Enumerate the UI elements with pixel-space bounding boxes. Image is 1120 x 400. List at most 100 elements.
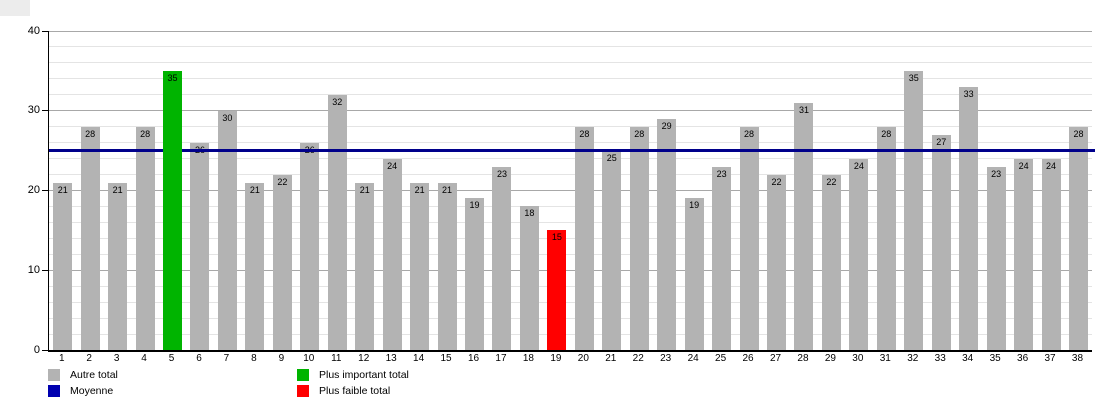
bar-10: 26 xyxy=(300,142,320,350)
x-tick-label-38: 38 xyxy=(1071,353,1084,364)
gridline-36 xyxy=(49,62,1092,64)
x-tick-label-27: 27 xyxy=(769,353,782,364)
bar-23: 29 xyxy=(657,118,677,350)
bar-value-label: 32 xyxy=(332,96,343,107)
bar-value-label: 21 xyxy=(57,184,68,195)
bar-value-label: 24 xyxy=(1046,160,1057,171)
bar-slot-8: 21 xyxy=(241,31,268,350)
y-tick-label-10: 10 xyxy=(27,263,40,276)
bar-value-label: 30 xyxy=(222,112,233,123)
legend-item: Autre total xyxy=(48,367,118,383)
bar-26: 28 xyxy=(739,126,759,350)
bar-value-label: 31 xyxy=(798,104,809,115)
gridline-4 xyxy=(49,317,1092,319)
bar-slot-37: 24 xyxy=(1037,31,1064,350)
bar-35: 23 xyxy=(986,166,1006,350)
x-tick-label-17: 17 xyxy=(495,353,507,364)
bar-21: 25 xyxy=(602,150,622,350)
bar-slot-25: 23 xyxy=(708,31,735,350)
bar-33: 27 xyxy=(931,134,951,350)
bar-slot-32: 35 xyxy=(900,31,927,350)
y-tick-label-20: 20 xyxy=(27,184,40,196)
bar-value-label: 24 xyxy=(387,160,398,171)
legend-item: Plus important total xyxy=(297,367,409,383)
bar-37: 24 xyxy=(1041,158,1061,350)
legend-swatch xyxy=(297,369,309,381)
bar-1: 21 xyxy=(53,182,73,350)
bar-slot-34: 33 xyxy=(955,31,982,350)
bar-18: 18 xyxy=(519,206,539,350)
bar-19: 15 xyxy=(547,230,567,350)
gridline-10 xyxy=(49,269,1092,271)
legend-label: Autre total xyxy=(70,369,118,381)
bar-16: 19 xyxy=(465,198,485,350)
bar-30: 24 xyxy=(849,158,869,350)
bar-value-label: 22 xyxy=(771,176,782,187)
y-tick-mark-20 xyxy=(42,190,48,191)
bars-container: 21 28 21 28 35 26 30 21 22 26 32 21 24 21 21 19 23 18 15 28… xyxy=(49,31,1092,350)
bar-slot-30: 24 xyxy=(845,31,872,350)
bar-value-label: 23 xyxy=(991,168,1002,179)
bar-slot-35: 23 xyxy=(982,31,1009,350)
gridline-12 xyxy=(49,253,1092,255)
legend-swatch xyxy=(48,385,60,397)
x-tick-label-28: 28 xyxy=(797,353,809,364)
gridline-2 xyxy=(49,333,1092,335)
bar-slot-6: 26 xyxy=(186,31,213,350)
bar-slot-14: 21 xyxy=(406,31,433,350)
y-tick-mark-30 xyxy=(42,110,48,112)
x-tick-label-7: 7 xyxy=(223,353,230,364)
bar-value-label: 22 xyxy=(277,176,288,187)
y-tick-mark-10 xyxy=(42,269,48,271)
bar-slot-5: 35 xyxy=(159,31,186,350)
x-tick-label-5: 5 xyxy=(168,353,175,364)
bar-value-label: 35 xyxy=(167,72,178,83)
bar-14: 21 xyxy=(410,182,430,350)
bar-17: 23 xyxy=(492,166,512,350)
bar-slot-2: 28 xyxy=(76,31,103,350)
x-tick-label-23: 23 xyxy=(660,353,672,364)
bar-36: 24 xyxy=(1014,158,1034,350)
bar-9: 22 xyxy=(272,174,292,350)
x-axis-labels: 1 2 3 4 5 6 7 8 9 10 11 12 13 14 15 16 17 18 19 20 21 22 23 24 2… xyxy=(48,353,1091,364)
legend-swatch xyxy=(48,369,60,381)
x-tick-label-19: 19 xyxy=(550,353,562,364)
bar-6: 26 xyxy=(190,142,210,350)
x-tick-label-30: 30 xyxy=(852,353,864,364)
bar-value-label: 23 xyxy=(496,168,507,179)
bar-15: 21 xyxy=(437,182,457,350)
bar-34: 33 xyxy=(959,86,979,350)
bar-12: 21 xyxy=(355,182,375,350)
gridline-16 xyxy=(49,221,1092,223)
bar-11: 32 xyxy=(327,94,347,350)
bar-value-label: 15 xyxy=(551,232,562,243)
bar-slot-26: 28 xyxy=(735,31,762,350)
x-tick-label-9: 9 xyxy=(278,353,285,364)
bar-value-label: 27 xyxy=(936,136,947,147)
bar-value-label: 25 xyxy=(606,152,617,163)
gridline-18 xyxy=(49,205,1092,207)
bar-22: 28 xyxy=(629,126,649,350)
x-tick-label-21: 21 xyxy=(605,353,617,364)
x-tick-label-24: 24 xyxy=(687,353,699,364)
x-tick-label-25: 25 xyxy=(715,353,727,364)
bar-4: 28 xyxy=(135,126,155,350)
bar-slot-29: 22 xyxy=(818,31,845,350)
x-tick-label-2: 2 xyxy=(86,353,92,364)
x-tick-label-36: 36 xyxy=(1017,353,1029,364)
bar-value-label: 29 xyxy=(661,120,672,131)
plot-area: 21 28 21 28 35 26 30 21 22 26 32 21 24 21 21 19 23 18 15 28… xyxy=(48,30,1095,352)
legend-label: Moyenne xyxy=(70,385,114,397)
gridline-24 xyxy=(49,158,1092,160)
legend-label: Plus important total xyxy=(319,369,409,381)
gridline-32 xyxy=(49,94,1092,96)
x-tick-label-18: 18 xyxy=(522,353,534,364)
y-tick-mark-40 xyxy=(42,30,48,32)
x-tick-label-35: 35 xyxy=(989,353,1001,364)
bar-5: 35 xyxy=(163,70,183,350)
bar-value-label: 28 xyxy=(85,128,96,139)
gridline-14 xyxy=(49,237,1092,239)
x-tick-label-22: 22 xyxy=(632,353,644,364)
x-tick-label-10: 10 xyxy=(303,353,315,364)
